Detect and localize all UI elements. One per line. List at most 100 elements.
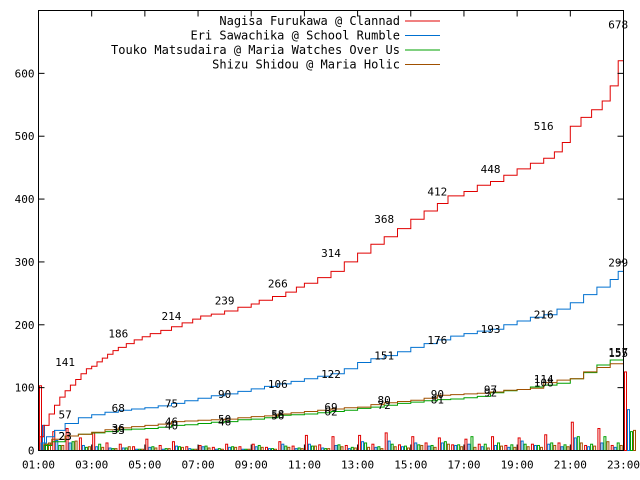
data-label: 193 [481,323,501,336]
x-tick-label: 07:00 [181,459,214,472]
hourly-bar [171,441,175,452]
hourly-bar [313,445,317,452]
hourly-bar [451,444,455,452]
hourly-bar [454,444,458,452]
hourly-bar [603,436,607,451]
hourly-bar [400,446,404,452]
data-label: 62 [324,406,337,419]
data-label: 368 [374,213,394,226]
hourly-bar [71,441,75,452]
hourly-bar [619,444,623,452]
data-label: 141 [55,356,75,369]
hourly-bar [403,445,407,452]
hourly-bar [185,446,189,452]
data-label: 114 [534,373,554,386]
hourly-bar [630,431,633,451]
data-label: 58 [271,408,284,421]
hourly-bar [584,444,588,452]
x-tick-label: 11:00 [288,459,321,472]
hourly-bar [427,445,431,452]
data-label: 46 [218,416,231,429]
x-tick-label: 09:00 [235,459,268,472]
hourly-bar [145,438,149,451]
hourly-bar [606,441,610,452]
hourly-bar [477,443,481,452]
hourly-bar [132,446,136,452]
data-label: 75 [165,397,178,410]
data-label: 239 [215,294,235,307]
hourly-bar [587,446,591,452]
data-label: 186 [108,328,128,341]
data-label: 81 [431,394,444,407]
x-tick-label: 03:00 [75,459,108,472]
hourly-bar [500,445,504,452]
hourly-bar [633,429,636,451]
hourly-bar [92,432,96,451]
hourly-bar [174,445,178,452]
hourly-bar [78,437,82,451]
hourly-bar [364,442,368,452]
hourly-bar [504,444,508,452]
data-label: 122 [321,368,341,381]
hourly-bar [61,444,65,452]
hourly-bar [105,442,109,452]
plot-frame [38,10,624,451]
data-labels: 141 186 214 239 266 314 368 412 448 516 678 57 68 75 9… [55,18,628,443]
x-tick-label: 23:00 [607,459,640,472]
hourly-bar [576,436,580,451]
hourly-bar [390,443,394,452]
legend-label: Touko Matsudaira @ Maria Watches Over Us [111,43,400,57]
hourly-bars [39,371,636,452]
hourly-bar [610,444,614,452]
hourly-bar [257,444,261,452]
hourly-bar [420,444,424,452]
hourly-bar [204,445,208,452]
hourly-bar [491,436,495,451]
data-label: 516 [534,120,554,133]
hourly-bar [417,444,421,452]
hourly-bar [387,440,391,452]
data-label: 299 [608,257,628,270]
hourly-bar [158,444,162,452]
hourly-bar [440,442,444,452]
hourly-bar [337,444,341,452]
data-label: 176 [427,334,447,347]
hourly-bar [358,434,362,451]
x-tick-label: 17:00 [447,459,480,472]
hourly-bar [198,444,202,452]
hourly-bar [590,443,594,452]
data-label: 97 [484,384,497,397]
hourly-bar [627,409,630,451]
data-label: 56 [271,409,284,422]
data-label: 72 [378,399,391,412]
hourly-bar [616,442,620,452]
hourly-bar [520,440,524,452]
x-tick-label: 21:00 [554,459,587,472]
hourly-bar [334,444,338,452]
hourly-bar [371,443,375,452]
hourly-bar [579,442,583,452]
hourly-bar [460,446,464,452]
hourly-bar [344,444,348,452]
hourly-bar [570,421,574,452]
hourly-bar [81,444,85,452]
hourly-bar [600,442,604,452]
data-label: 46 [165,416,178,429]
data-label: 57 [58,409,71,422]
x-tick-label: 01:00 [22,459,55,472]
hourly-bar [304,434,308,451]
hourly-bar [284,445,288,452]
hourly-bar [563,444,567,452]
data-label: 214 [162,310,182,323]
data-label: 448 [481,163,501,176]
hourly-bar [526,446,530,452]
data-label: 108 [534,377,554,390]
hourly-bar [87,446,91,452]
data-label: 36 [112,422,125,435]
hourly-bar [457,444,461,452]
data-label: 151 [374,350,394,363]
data-label: 106 [268,378,288,391]
data-label: 314 [321,247,341,260]
